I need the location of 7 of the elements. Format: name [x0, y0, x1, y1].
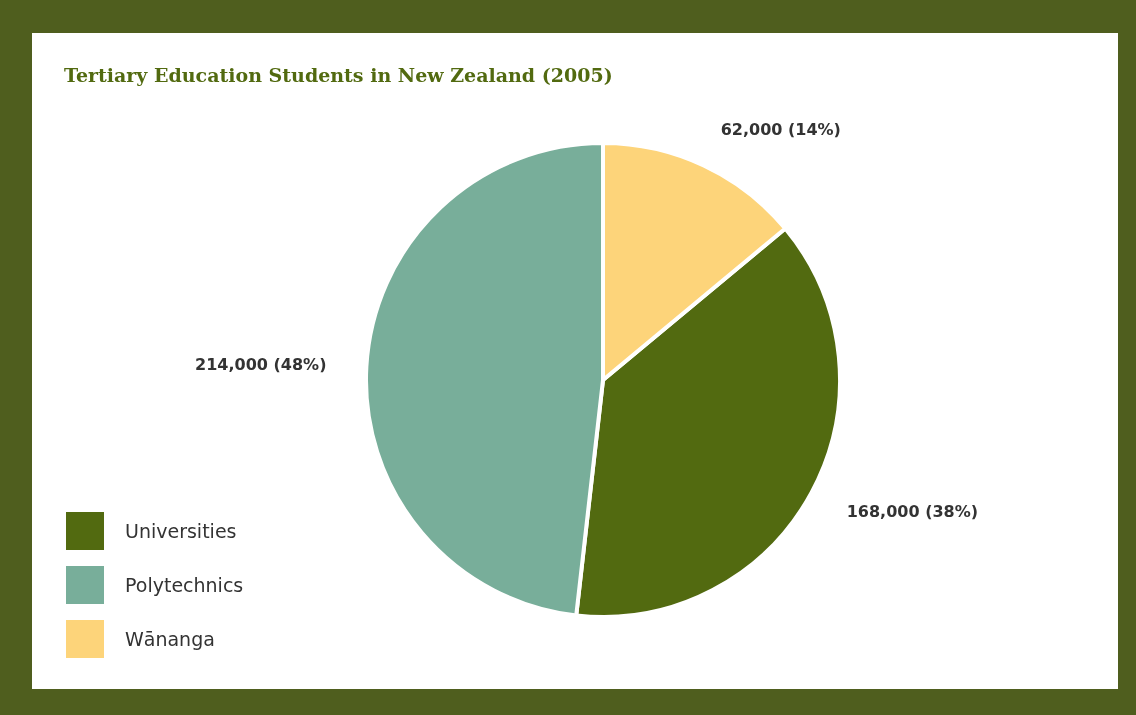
legend-label: Wānanga	[125, 627, 215, 650]
chart-title: Tertiary Education Students in New Zealand (2005)	[64, 64, 613, 86]
legend-label: Polytechnics	[125, 573, 244, 596]
data-label: 62,000 (14%)	[720, 119, 841, 139]
data-label: 214,000 (48%)	[195, 354, 327, 374]
data-label: 168,000 (38%)	[846, 502, 979, 522]
legend-label: Universities	[125, 519, 237, 542]
